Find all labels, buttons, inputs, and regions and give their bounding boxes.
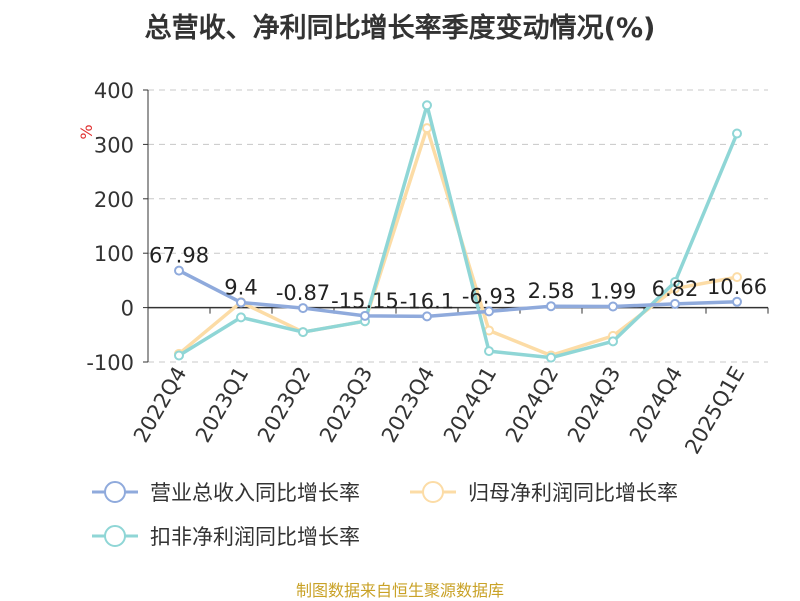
y-tick-label: 100 (94, 242, 134, 266)
data-label: 9.4 (224, 275, 257, 299)
data-label: -0.87 (276, 281, 330, 305)
data-point (484, 346, 494, 357)
data-label: 1.99 (590, 280, 637, 304)
legend-item: 营业总收入同比增长率 (92, 481, 360, 505)
legend-label: 归母净利润同比增长率 (468, 481, 678, 505)
data-point (174, 265, 184, 276)
y-tick-label: 400 (94, 79, 134, 103)
x-tick-label: 2022Q4 (129, 363, 191, 447)
data-point (422, 123, 432, 134)
y-tick-label: -100 (86, 351, 134, 375)
x-tick-label: 2024Q4 (625, 363, 687, 447)
data-point (546, 352, 556, 363)
chart-title: 总营收、净利同比增长率季度变动情况(%) (144, 13, 656, 44)
x-tick-label: 2025Q1E (680, 363, 749, 459)
y-tick-label: 300 (94, 133, 134, 157)
x-tick-label: 2024Q2 (501, 363, 563, 447)
x-tick-label: 2024Q3 (563, 363, 625, 447)
x-tick-label: 2023Q4 (377, 363, 439, 447)
y-axis-unit: % (77, 124, 96, 139)
y-tick-label: 200 (94, 188, 134, 212)
x-tick-label: 2023Q1 (191, 363, 253, 447)
series-line (178, 103, 739, 360)
data-point (422, 311, 432, 322)
data-point (236, 312, 246, 323)
data-point (298, 327, 308, 338)
data-labels: 67.98 9.4 -0.87 -15.15 -16.1 -6.93 2.58 1.99 6.8… (149, 244, 767, 314)
x-tick-label: 2024Q1 (439, 363, 501, 447)
data-point (670, 277, 680, 288)
data-point (732, 296, 742, 307)
legend-item: 归母净利润同比增长率 (410, 481, 678, 505)
grid-lines (148, 89, 768, 363)
data-point (732, 128, 742, 139)
data-point (670, 298, 680, 309)
data-point (608, 301, 618, 312)
data-label: -16.1 (400, 289, 454, 313)
legend-marker (104, 481, 126, 503)
legend-item: 扣非净利润同比增长率 (92, 525, 360, 549)
legend-marker (104, 525, 126, 547)
y-tick-label: 0 (121, 297, 134, 321)
data-point (546, 301, 556, 312)
x-tick-label: 2023Q3 (315, 363, 377, 447)
data-point (174, 350, 184, 361)
data-label: -15.15 (331, 289, 399, 313)
data-label: 6.82 (652, 277, 699, 301)
legend-label: 扣非净利润同比增长率 (150, 525, 360, 549)
data-label: 10.66 (707, 275, 767, 299)
data-point (484, 306, 494, 317)
data-label: 67.98 (149, 244, 209, 268)
source-note: 制图数据来自恒生聚源数据库 (295, 581, 504, 600)
legend-label: 营业总收入同比增长率 (150, 481, 360, 505)
data-point (732, 272, 742, 283)
data-point (236, 297, 246, 308)
series-lines (174, 100, 742, 363)
data-label: -6.93 (462, 284, 516, 308)
data-point (298, 303, 308, 314)
data-point (422, 100, 432, 111)
data-point (360, 310, 370, 321)
series-line (178, 269, 738, 319)
data-point (608, 336, 618, 347)
x-tick-label: 2023Q2 (253, 363, 315, 447)
legend-marker (422, 481, 444, 503)
data-label: 2.58 (528, 279, 575, 303)
